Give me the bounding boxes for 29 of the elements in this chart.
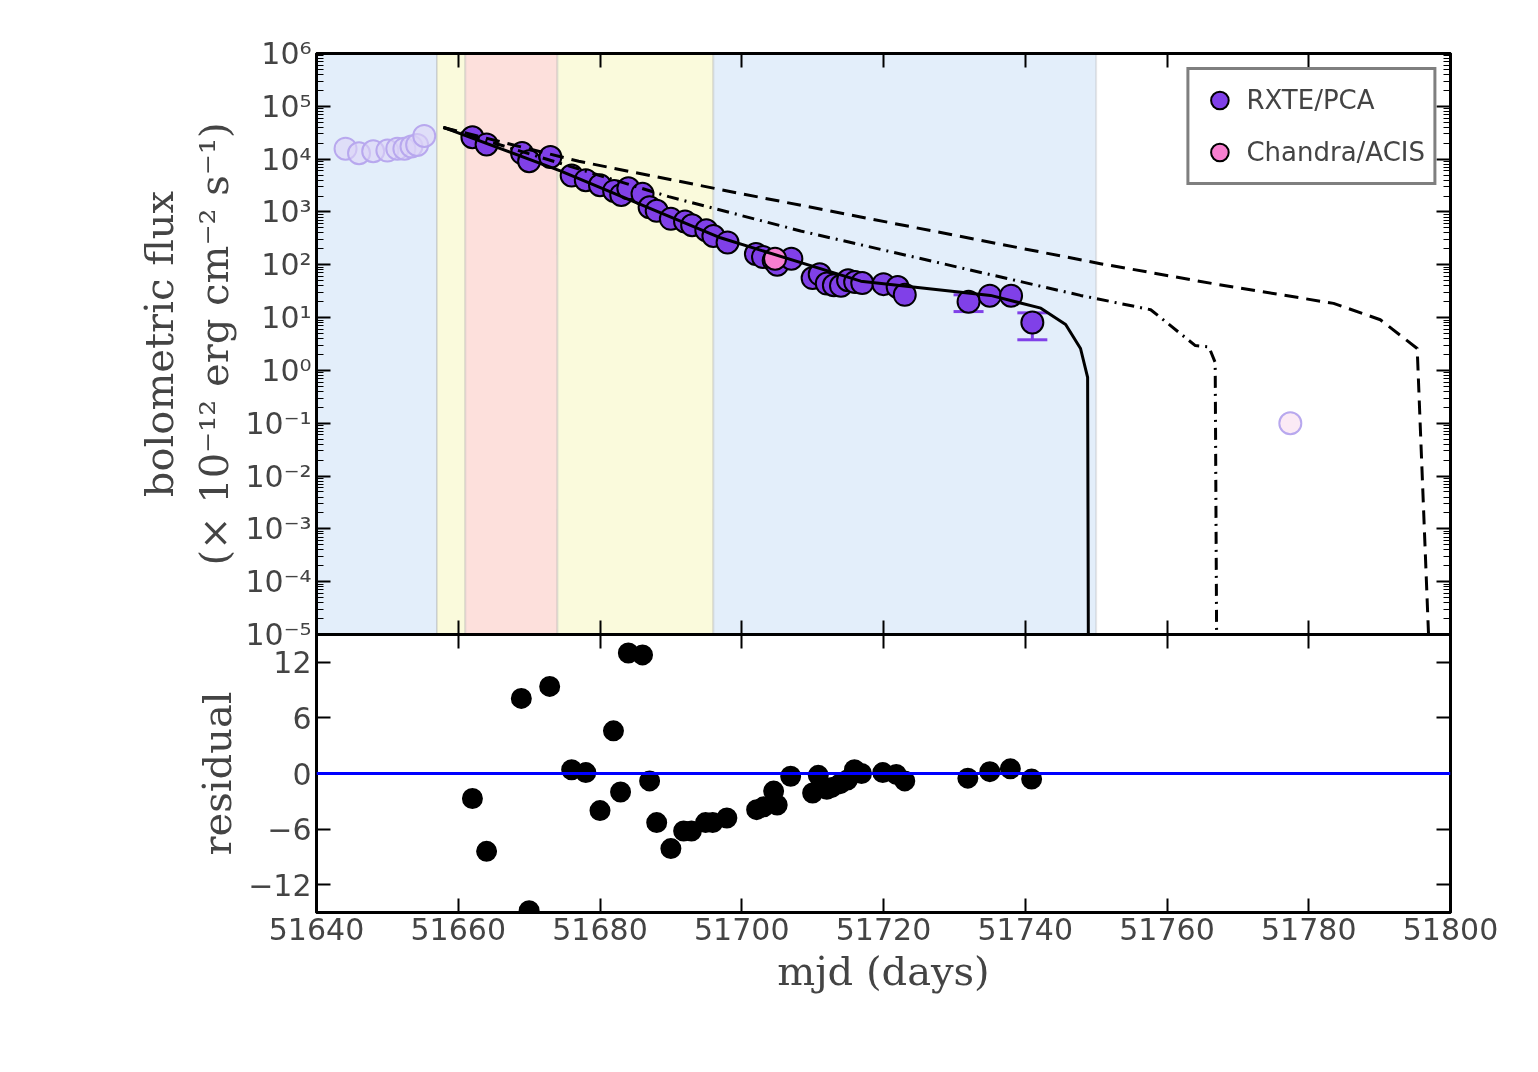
y-tick-label: 0 [292, 756, 312, 792]
y-tick-label: 10⁻¹ [245, 405, 312, 441]
legend-label: Chandra/ACIS [1246, 137, 1425, 167]
y-axis-title: residual [194, 691, 241, 856]
y-tick-label: 10⁰ [261, 352, 312, 388]
x-tick-label: 51660 [410, 911, 506, 947]
legend-label: RXTE/PCA [1246, 85, 1375, 115]
x-tick-label: 51720 [835, 911, 932, 947]
y-tick-label: 10⁶ [261, 36, 312, 71]
x-tick-label: 51700 [694, 911, 790, 947]
x-tick-label: 51780 [1261, 911, 1357, 947]
x-tick-label: 51740 [977, 911, 1073, 947]
y-tick-label: 10⁻⁴ [245, 564, 312, 600]
y-tick-label: 10⁵ [261, 88, 312, 124]
y-tick-label: 6 [292, 700, 312, 736]
x-tick-label: 51680 [552, 911, 648, 947]
y-tick-label: −12 [248, 867, 312, 903]
y-tick-label: 10¹ [261, 300, 312, 336]
y-tick-label: 10³ [261, 194, 312, 230]
y-axis-title: bolometric flux (× 10⁻¹² erg cm⁻² s⁻¹) [136, 122, 238, 566]
x-axis-title: mjd (days) [777, 947, 990, 994]
x-tick-label: 51800 [1402, 911, 1499, 947]
y-tick-label: −6 [267, 812, 312, 848]
y-tick-label: 10⁻³ [245, 511, 312, 547]
x-tick-label: 51760 [1119, 911, 1215, 947]
y-tick-label: 10⁻² [245, 458, 312, 494]
x-tick-label: 51640 [268, 911, 365, 947]
y-tick-label: 10² [261, 247, 312, 283]
y-tick-label: 10⁴ [261, 141, 312, 177]
